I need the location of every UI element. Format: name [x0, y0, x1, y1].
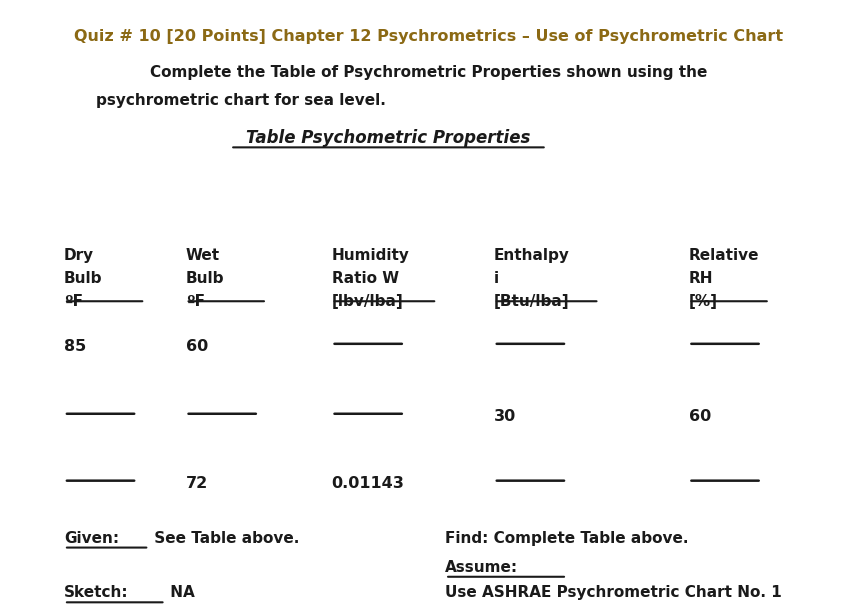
Text: Ratio W: Ratio W — [332, 271, 399, 286]
Text: Complete the Table of Psychrometric Properties shown using the: Complete the Table of Psychrometric Prop… — [150, 65, 708, 80]
Text: Bulb: Bulb — [64, 271, 102, 286]
Text: 60: 60 — [688, 409, 710, 424]
Text: NA: NA — [166, 585, 195, 600]
Text: Use ASHRAE Psychrometric Chart No. 1: Use ASHRAE Psychrometric Chart No. 1 — [445, 585, 782, 600]
Text: [Btu/lba]: [Btu/lba] — [494, 294, 570, 309]
Text: Relative: Relative — [688, 247, 759, 263]
Text: 60: 60 — [185, 339, 208, 354]
Text: See Table above.: See Table above. — [149, 530, 299, 546]
Text: Humidity: Humidity — [332, 247, 409, 263]
Text: Bulb: Bulb — [185, 271, 224, 286]
Text: Wet: Wet — [185, 247, 220, 263]
Text: 85: 85 — [64, 339, 87, 354]
Text: Sketch:: Sketch: — [64, 585, 129, 600]
Text: [lbv/lba]: [lbv/lba] — [332, 294, 403, 309]
Text: ºF: ºF — [64, 294, 83, 309]
Text: psychrometric chart for sea level.: psychrometric chart for sea level. — [96, 93, 386, 108]
Text: RH: RH — [688, 271, 713, 286]
Text: [%]: [%] — [688, 294, 717, 309]
Text: Dry: Dry — [64, 247, 94, 263]
Text: Enthalpy: Enthalpy — [494, 247, 570, 263]
Text: 30: 30 — [494, 409, 517, 424]
Text: Quiz # 10 [20 Points] Chapter 12 Psychrometrics – Use of Psychrometric Chart: Quiz # 10 [20 Points] Chapter 12 Psychro… — [75, 29, 783, 44]
Text: i: i — [494, 271, 499, 286]
Text: ºF: ºF — [185, 294, 205, 309]
Text: Find: Complete Table above.: Find: Complete Table above. — [445, 530, 689, 546]
Text: Given:: Given: — [64, 530, 119, 546]
Text: 0.01143: 0.01143 — [332, 476, 405, 491]
Text: Table Psychometric Properties: Table Psychometric Properties — [246, 129, 530, 147]
Text: 72: 72 — [185, 476, 208, 491]
Text: Assume:: Assume: — [445, 560, 518, 575]
